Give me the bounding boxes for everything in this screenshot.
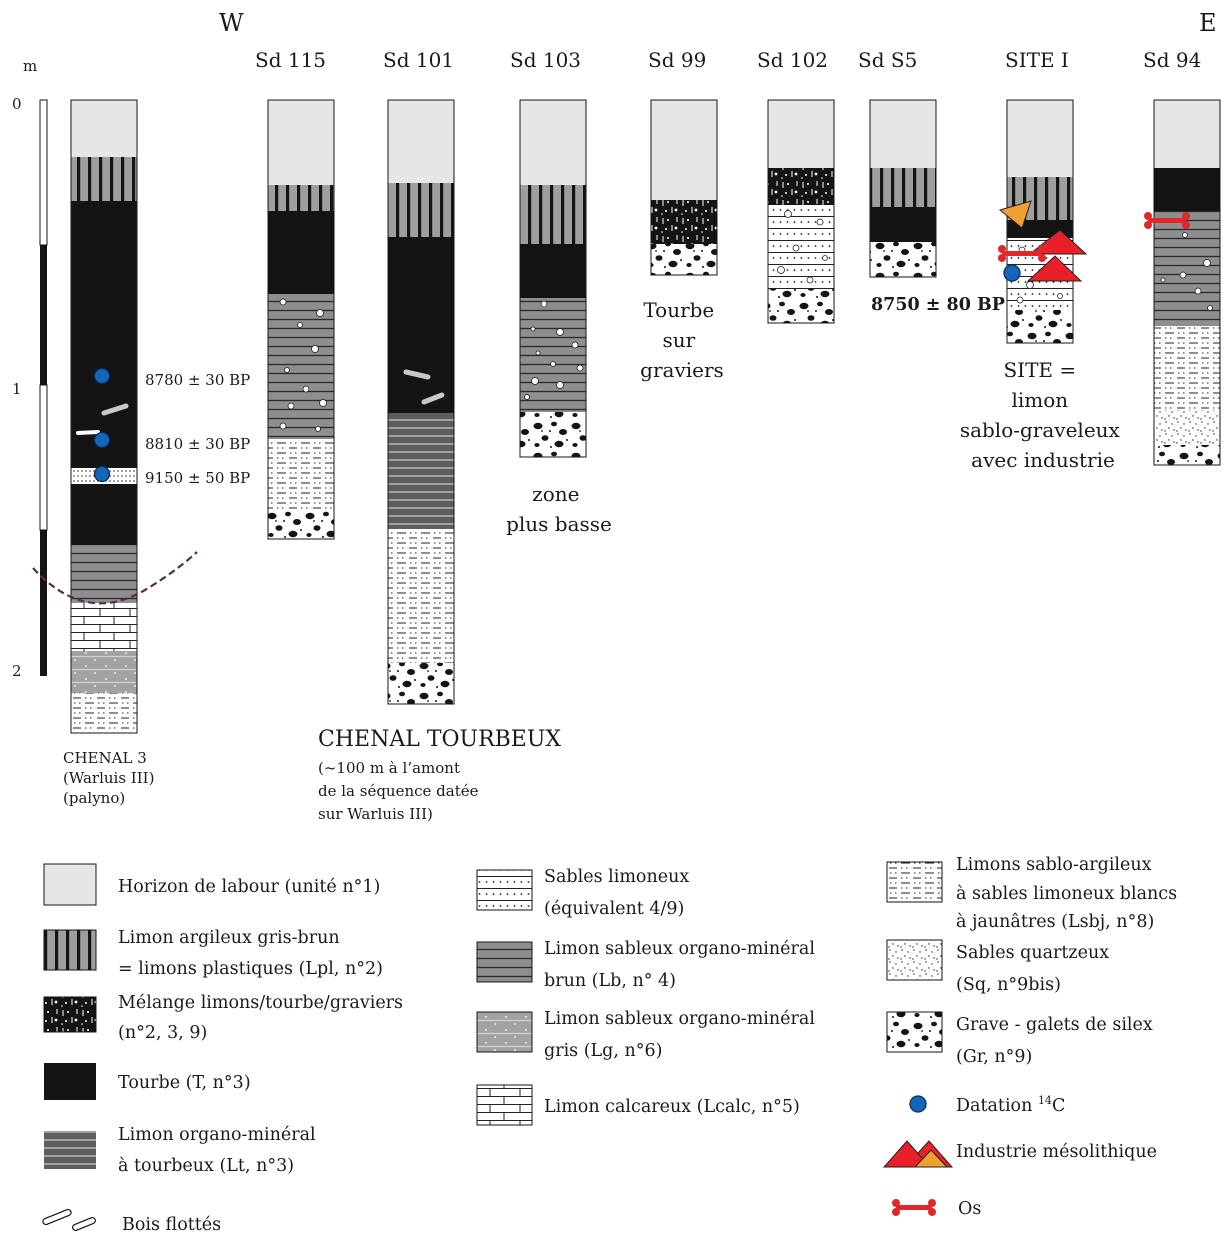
column-sds5 [869,99,937,278]
industrie-orange-icon [998,200,1032,229]
date-label-9150: 9150 ± 50 BP [145,469,250,487]
legend-label-os: Os [958,1199,981,1219]
sd99-note: Tourbe sur graviers [640,298,724,382]
legend-swatch-labour [43,863,97,906]
scale-tick-1: 1 [12,380,22,398]
legend-swatch-lsbj [886,861,943,903]
legend-label-sq: Sables quartzeux (Sq, n°9bis) [956,943,1115,995]
industrie-red-icon [1026,255,1083,282]
column-label-site1: SITE I [1005,48,1069,72]
dating-dot-9150 [93,465,111,483]
date-label-8750: 8750 ± 80 BP [871,295,1005,315]
column-label-sd115: Sd 115 [255,48,326,72]
legend-swatch-lg [476,1011,533,1053]
bone-icon [892,1199,936,1216]
date-label-8810: 8810 ± 30 BP [145,435,250,453]
legend: Horizon de labour (unité n°1) Limon argi… [42,855,1183,1235]
site1-note: SITE = limon sablo-graveleux avec indust… [960,358,1126,472]
legend-swatch-tourbe [44,1063,96,1100]
column-label-sds5: Sd S5 [858,48,917,72]
column-sd115 [267,99,335,540]
legend-label-bois: Bois flottés [122,1215,221,1235]
scale-unit: m [23,57,37,75]
driftwood-icon [42,1208,96,1231]
legend-label-lsbj: Limons sablo-argileux à sables limoneux … [956,855,1183,932]
scale-tick-2: 2 [12,662,22,680]
column-sd103 [519,99,587,458]
legend-swatch-sables-limoneux [476,869,533,911]
dating-dot-8750 [1003,264,1021,282]
legend-label-melange: Mélange limons/tourbe/graviers (n°2, 3, … [118,993,409,1043]
column-sd102 [767,99,835,324]
legend-swatch-lt [44,1131,96,1169]
column-label-sd101: Sd 101 [383,48,454,72]
column-sd101 [387,99,455,705]
column-label-sd102: Sd 102 [757,48,828,72]
west-label: W [219,9,244,37]
column-label-sd94: Sd 94 [1143,48,1201,72]
legend-label-lg: Limon sableux organo-minéral gris (Lg, n… [544,1009,821,1061]
column-sd99 [650,99,718,276]
sd103-note: zone plus basse [506,482,612,536]
column-sd94 [1153,99,1221,466]
legend-swatch-lcalc [476,1084,533,1126]
column-chenal3 [32,99,198,734]
legend-swatch-melange [43,996,97,1033]
column-label-sd103: Sd 103 [510,48,581,72]
legend-label-lpl: Limon argileux gris-brun = limons plasti… [118,928,383,979]
legend-label-datation: Datation 14C [956,1094,1065,1116]
bone-icon [998,245,1046,262]
legend-swatch-lpl [43,929,97,971]
datation-icon [909,1095,927,1113]
east-label: E [1199,9,1217,37]
legend-label-gr: Grave - galets de silex (Gr, n°9) [956,1015,1158,1067]
scale-tick-0: 0 [12,95,22,113]
chenal-tourbeux-title: CHENAL TOURBEUX [318,727,561,752]
industrie-icon [882,1140,954,1168]
legend-label-sables-limoneux: Sables limoneux (équivalent 4/9) [544,867,695,919]
chenal-tourbeux-note: (~100 m à l’amont de la séquence datée s… [318,759,483,823]
bone-icon [1144,212,1190,229]
legend-label-lt: Limon organo-minéral à tourbeux (Lt, n°3… [118,1125,321,1176]
legend-swatch-gr [886,1011,943,1053]
depth-scale: m 0 1 2 [12,57,48,680]
column-label-sd99: Sd 99 [648,48,706,72]
legend-label-tourbe: Tourbe (T, n°3) [118,1073,251,1093]
legend-swatch-lb [476,941,533,983]
legend-label-labour: Horizon de labour (unité n°1) [118,877,380,897]
legend-label-industrie: Industrie mésolithique [956,1142,1157,1162]
legend-label-lcalc: Limon calcareux (Lcalc, n°5) [544,1097,800,1117]
legend-swatch-sq [886,939,943,981]
legend-label-lb: Limon sableux organo-minéral brun (Lb, n… [544,939,821,991]
dating-dot-8780 [93,367,111,385]
dating-dot-8810 [93,431,111,449]
date-label-8780: 8780 ± 30 BP [145,371,250,389]
chenal3-caption: CHENAL 3 (Warluis III) (palyno) [63,749,159,807]
